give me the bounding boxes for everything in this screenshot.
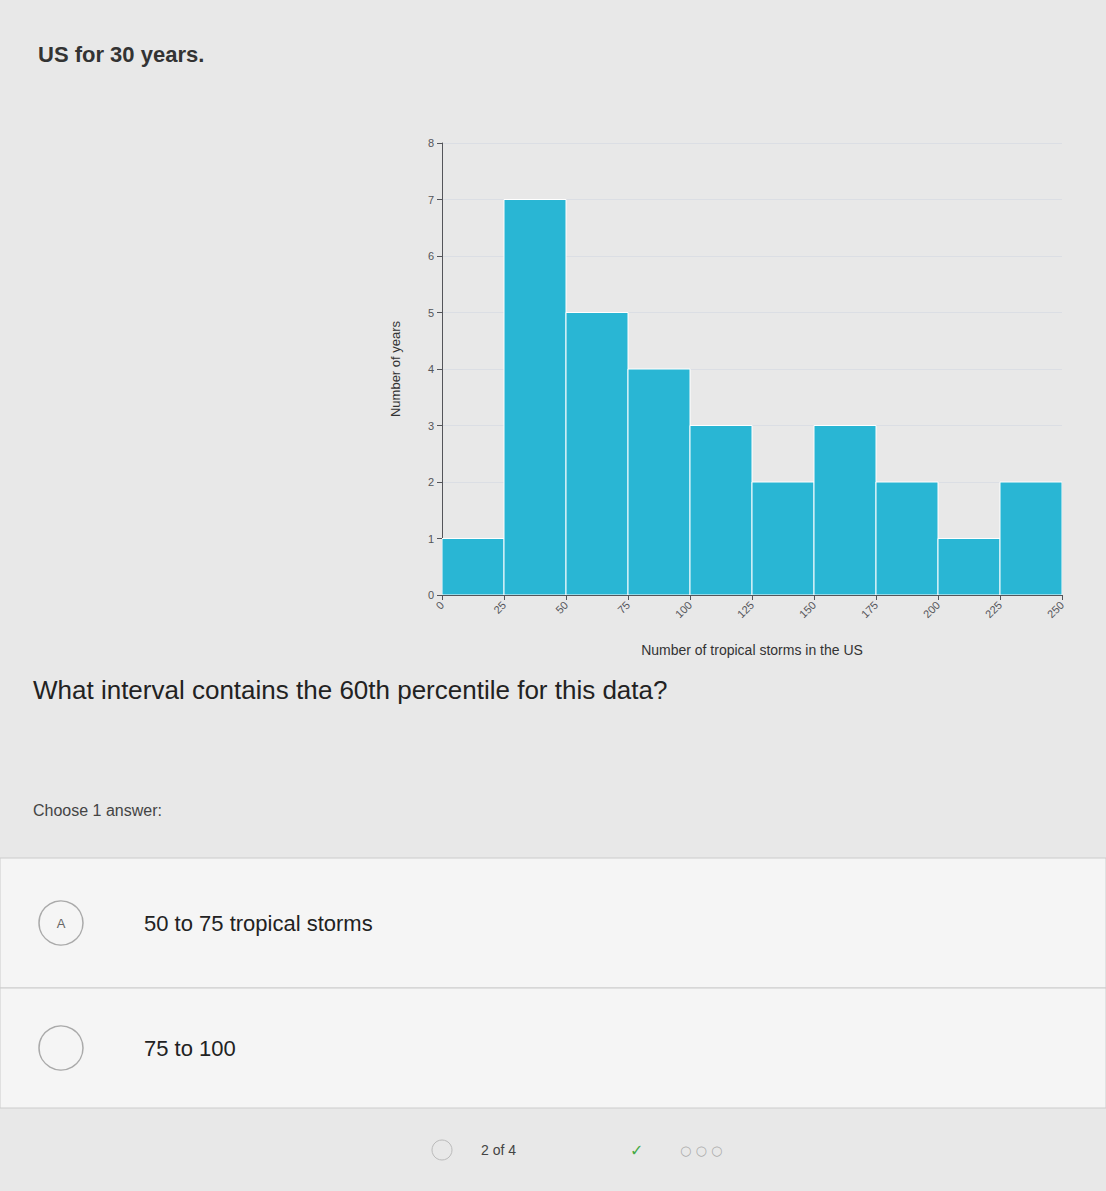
svg-text:250: 250: [1045, 599, 1066, 620]
svg-text:○ ○ ○: ○ ○ ○: [680, 1143, 722, 1158]
svg-text:50 to 75 tropical storms: 50 to 75 tropical storms: [144, 911, 373, 936]
svg-text:Choose 1 answer:: Choose 1 answer:: [33, 802, 162, 819]
svg-text:225: 225: [983, 599, 1004, 620]
svg-text:100: 100: [673, 599, 694, 620]
svg-text:3: 3: [428, 420, 434, 432]
svg-text:What interval contains the 60t: What interval contains the 60th percenti…: [33, 675, 667, 705]
svg-text:2 of 4: 2 of 4: [481, 1142, 516, 1158]
svg-text:175: 175: [859, 599, 880, 620]
svg-text:200: 200: [921, 599, 942, 620]
svg-text:7: 7: [428, 194, 434, 206]
svg-text:75 to 100: 75 to 100: [144, 1036, 236, 1061]
svg-text:US for 30 years.: US for 30 years.: [38, 42, 204, 67]
svg-text:0: 0: [433, 599, 446, 612]
svg-text:8: 8: [428, 137, 434, 149]
svg-text:Number of tropical storms in t: Number of tropical storms in the US: [641, 642, 863, 658]
svg-text:5: 5: [428, 307, 434, 319]
svg-text:125: 125: [735, 599, 756, 620]
svg-text:50: 50: [553, 599, 570, 616]
svg-text:A: A: [57, 916, 66, 931]
svg-text:Number of years: Number of years: [388, 320, 403, 417]
svg-text:150: 150: [797, 599, 818, 620]
svg-text:✓: ✓: [630, 1141, 643, 1160]
svg-text:75: 75: [615, 599, 632, 616]
svg-text:6: 6: [428, 250, 434, 262]
svg-text:2: 2: [428, 476, 434, 488]
svg-text:0: 0: [428, 589, 434, 601]
svg-text:1: 1: [428, 533, 434, 545]
svg-text:25: 25: [491, 599, 508, 616]
svg-text:4: 4: [428, 363, 434, 375]
